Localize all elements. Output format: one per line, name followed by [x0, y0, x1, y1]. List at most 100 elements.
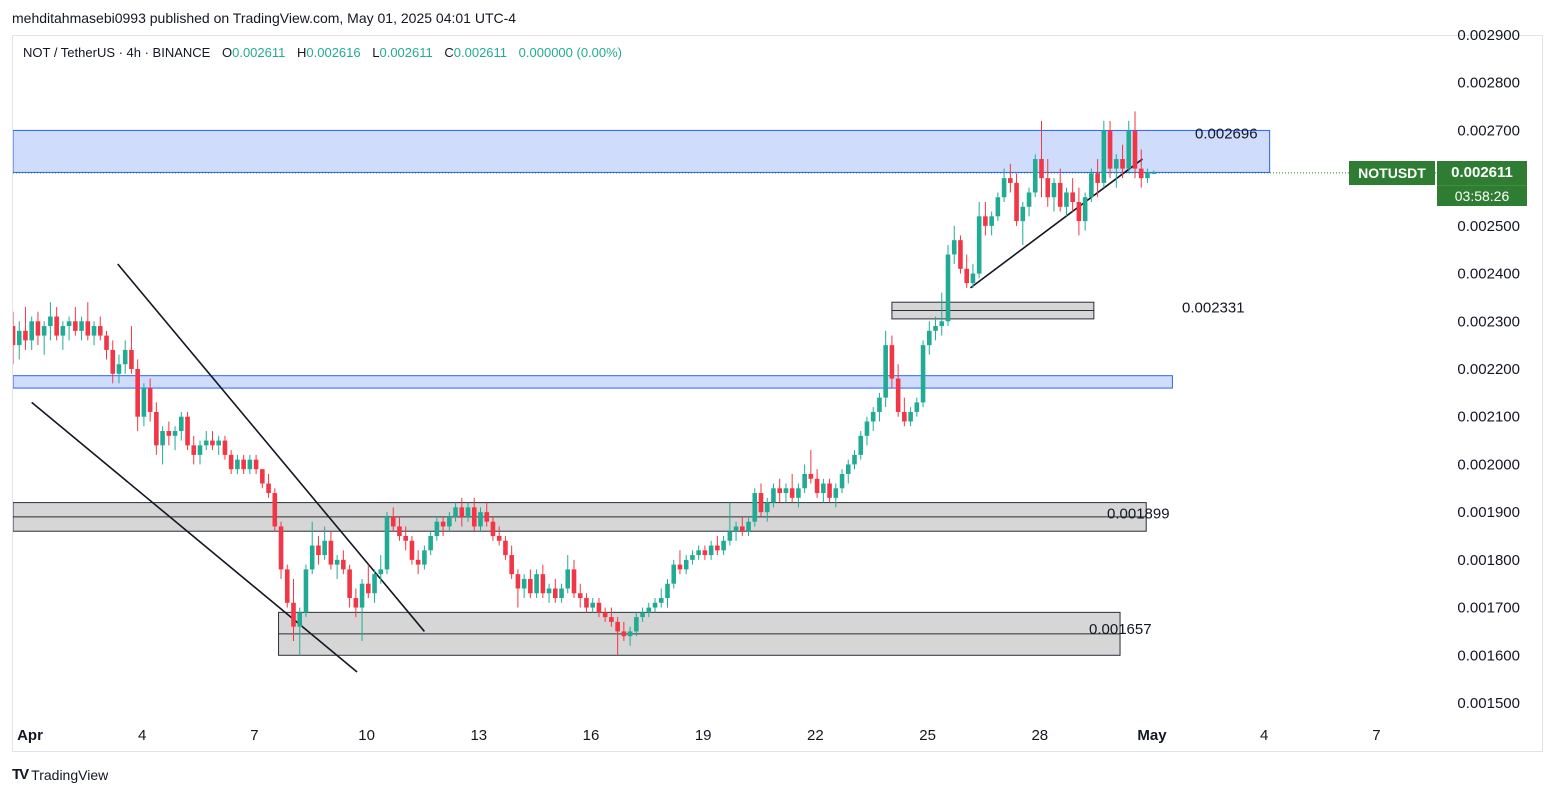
level-labels-layer: 0.002696 0.002331 0.001899 0.001657 [1089, 125, 1258, 638]
candle-body [235, 459, 240, 470]
candle [827, 478, 832, 503]
candle-body [920, 345, 926, 403]
y-tick-label: 0.001700 [1457, 600, 1520, 617]
candle-body [852, 454, 857, 465]
candle-body [870, 411, 876, 422]
candle [665, 578, 670, 608]
candle [303, 564, 309, 618]
candle [465, 502, 471, 522]
candle [945, 244, 951, 327]
candle-body [677, 564, 683, 570]
candle [116, 354, 122, 384]
x-tick-label: 4 [138, 727, 146, 744]
candle-body [683, 559, 689, 570]
candle [677, 550, 683, 575]
candle-body [29, 321, 34, 341]
candle-body [771, 488, 776, 503]
candle-body [322, 540, 327, 556]
brand-label: TradingView [31, 766, 109, 783]
candle [347, 564, 352, 608]
tradingview-logo[interactable]: TV TradingView [12, 766, 108, 783]
candle [403, 526, 408, 551]
candle-body [989, 216, 994, 226]
candle [1126, 120, 1132, 174]
candle [154, 402, 159, 455]
y-tick-label: 0.002200 [1457, 361, 1520, 378]
candle-body [764, 502, 770, 513]
candle [297, 607, 303, 656]
candle-body [1070, 192, 1075, 202]
candle-body [166, 431, 172, 436]
close-value: 0.002611 [453, 45, 508, 60]
x-tick-label: 7 [250, 727, 258, 744]
candle-body [902, 411, 907, 422]
candle-body [503, 540, 508, 556]
candle [983, 202, 988, 236]
candle-body [172, 431, 178, 436]
candle [79, 316, 84, 341]
candle [995, 192, 1001, 222]
candle-body [453, 507, 458, 517]
open-value: 0.002611 [232, 45, 286, 60]
candle-body [715, 545, 720, 551]
candle [870, 407, 876, 432]
candle [939, 292, 945, 336]
candle-body [422, 550, 427, 565]
candle [590, 598, 595, 613]
candle-body [983, 216, 988, 226]
candle-body [1089, 173, 1094, 198]
candle [933, 316, 938, 341]
candle-body [596, 602, 602, 613]
candle [85, 302, 91, 341]
candle [222, 435, 228, 460]
candle-body [1001, 178, 1007, 198]
candle [97, 316, 103, 341]
candle [48, 302, 53, 341]
candle-body [372, 574, 377, 594]
candle [727, 502, 733, 546]
candle [758, 483, 764, 517]
candle-body [1095, 173, 1100, 183]
candle [883, 330, 888, 408]
candle-body [658, 598, 664, 603]
candle-body [366, 583, 371, 594]
candle [284, 564, 290, 608]
candle-body [390, 516, 396, 527]
high-value: 0.002616 [306, 45, 361, 60]
ohlc-legend: NOT / TetherUS · 4h · BINANCE O0.002611 … [23, 45, 622, 60]
candle-body [1064, 192, 1069, 207]
candle-body [16, 330, 22, 346]
candle-body [696, 550, 701, 556]
candle-body [1020, 206, 1026, 222]
candle-body [1107, 130, 1113, 169]
candle-body [110, 349, 116, 374]
candle [54, 306, 59, 341]
candle [534, 569, 539, 599]
candle-body [727, 531, 733, 541]
candle [353, 588, 359, 618]
candle-body [777, 488, 782, 494]
candle-body [565, 569, 571, 589]
y-tick-label: 0.002300 [1457, 313, 1520, 330]
candle [260, 469, 265, 489]
candle-body [534, 574, 539, 594]
candle [646, 602, 652, 618]
candle [927, 321, 932, 355]
candle-body [864, 421, 870, 436]
candle [553, 578, 558, 603]
candle-body [746, 521, 751, 532]
open-label: O [221, 45, 233, 60]
candle-body [154, 411, 159, 446]
candle [1070, 178, 1075, 212]
candle [1095, 159, 1100, 198]
candle-body [559, 588, 564, 599]
candle-body [515, 574, 521, 589]
candle-body [814, 478, 820, 494]
candle [690, 550, 695, 565]
candle-body [328, 540, 334, 565]
badge-timer: 03:58:26 [1437, 185, 1527, 206]
candle [521, 574, 527, 599]
x-tick-label: 22 [807, 727, 824, 744]
candle [35, 311, 41, 346]
